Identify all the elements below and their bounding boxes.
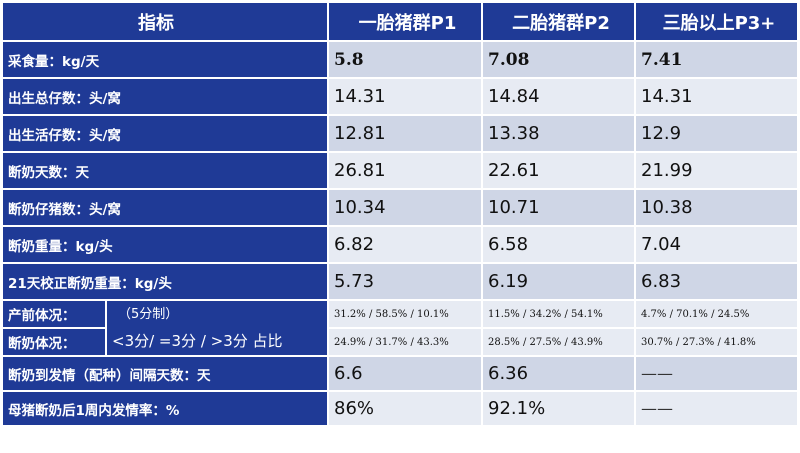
cell-p1: 24.9% / 31.7% / 43.3% bbox=[327, 327, 483, 357]
header-p3: 三胎以上P3+ bbox=[634, 1, 799, 42]
row-label: 断奶到发情（配种）间隔天数：天 bbox=[1, 355, 329, 392]
cell-p3: 21.99 bbox=[634, 151, 799, 190]
cell-p1: 14.31 bbox=[327, 77, 483, 116]
cell-p3: 4.7% / 70.1% / 24.5% bbox=[634, 299, 799, 329]
cell-p3: 30.7% / 27.3% / 41.8% bbox=[634, 327, 799, 357]
cell-p2: 6.58 bbox=[481, 225, 636, 264]
cell-p3: 12.9 bbox=[634, 114, 799, 153]
table-row: 出生活仔数：头/窝 12.81 13.38 12.9 bbox=[1, 114, 799, 153]
cell-p2: 13.38 bbox=[481, 114, 636, 153]
header-metric: 指标 bbox=[1, 1, 329, 42]
row-label: 出生总仔数：头/窝 bbox=[1, 77, 329, 116]
table-row: 母猪断奶后1周内发情率：% 86% 92.1% —— bbox=[1, 390, 799, 427]
table-row: 断奶天数：天 26.81 22.61 21.99 bbox=[1, 151, 799, 190]
cell-p3: —— bbox=[634, 355, 799, 392]
cell-p1: 31.2% / 58.5% / 10.1% bbox=[327, 299, 483, 329]
table-row: 断奶仔猪数：头/窝 10.34 10.71 10.38 bbox=[1, 188, 799, 227]
row-label: 断奶重量：kg/头 bbox=[1, 225, 329, 264]
cell-p2: 6.19 bbox=[481, 262, 636, 301]
cell-p3: —— bbox=[634, 390, 799, 427]
cell-p1: 26.81 bbox=[327, 151, 483, 190]
row-label: 21天校正断奶重量：kg/头 bbox=[1, 262, 329, 301]
row-label: 断奶体况： bbox=[1, 327, 107, 357]
table-row: 采食量：kg/天 5.8 7.08 7.41 bbox=[1, 40, 799, 79]
header-p1: 一胎猪群P1 bbox=[327, 1, 483, 42]
row-label: 采食量：kg/天 bbox=[1, 40, 329, 79]
cell-p3: 7.41 bbox=[634, 40, 799, 79]
cell-p1: 10.34 bbox=[327, 188, 483, 227]
scale-note-line1: （5分制） bbox=[118, 307, 179, 322]
sow-performance-table: 指标 一胎猪群P1 二胎猪群P2 三胎以上P3+ 采食量：kg/天 5.8 7.… bbox=[1, 1, 799, 427]
cell-p3: 7.04 bbox=[634, 225, 799, 264]
header-p2: 二胎猪群P2 bbox=[481, 1, 636, 42]
cell-p2: 28.5% / 27.5% / 43.9% bbox=[481, 327, 636, 357]
table-row: 产前体况： （5分制） <3分/ =3分 / >3分 占比 31.2% / 58… bbox=[1, 299, 799, 357]
cell-p2: 11.5% / 34.2% / 54.1% bbox=[481, 299, 636, 329]
scale-note-line2: <3分/ =3分 / >3分 占比 bbox=[112, 332, 283, 350]
row-label: 产前体况： bbox=[1, 299, 107, 329]
table-row: 21天校正断奶重量：kg/头 5.73 6.19 6.83 bbox=[1, 262, 799, 301]
cell-p3: 10.38 bbox=[634, 188, 799, 227]
table-row: 断奶到发情（配种）间隔天数：天 6.6 6.36 —— bbox=[1, 355, 799, 392]
cell-p2: 14.84 bbox=[481, 77, 636, 116]
row-label: 断奶天数：天 bbox=[1, 151, 329, 190]
row-label: 断奶仔猪数：头/窝 bbox=[1, 188, 329, 227]
table-row: 断奶体况： 24.9% / 31.7% / 43.3% 28.5% / 27.5… bbox=[1, 327, 799, 357]
row-label: 出生活仔数：头/窝 bbox=[1, 114, 329, 153]
cell-p1: 12.81 bbox=[327, 114, 483, 153]
cell-p1: 6.82 bbox=[327, 225, 483, 264]
cell-p1: 5.73 bbox=[327, 262, 483, 301]
cell-p2: 6.36 bbox=[481, 355, 636, 392]
condition-scale-note: （5分制） <3分/ =3分 / >3分 占比 bbox=[105, 299, 329, 357]
table-header-row: 指标 一胎猪群P1 二胎猪群P2 三胎以上P3+ bbox=[1, 1, 799, 42]
table-row: 断奶重量：kg/头 6.82 6.58 7.04 bbox=[1, 225, 799, 264]
cell-p2: 22.61 bbox=[481, 151, 636, 190]
table-row: 出生总仔数：头/窝 14.31 14.84 14.31 bbox=[1, 77, 799, 116]
cell-p3: 6.83 bbox=[634, 262, 799, 301]
cell-p1: 86% bbox=[327, 390, 483, 427]
cell-p2: 10.71 bbox=[481, 188, 636, 227]
cell-p1: 5.8 bbox=[327, 40, 483, 79]
cell-p1: 6.6 bbox=[327, 355, 483, 392]
row-label: 母猪断奶后1周内发情率：% bbox=[1, 390, 329, 427]
cell-p2: 7.08 bbox=[481, 40, 636, 79]
cell-p3: 14.31 bbox=[634, 77, 799, 116]
cell-p2: 92.1% bbox=[481, 390, 636, 427]
